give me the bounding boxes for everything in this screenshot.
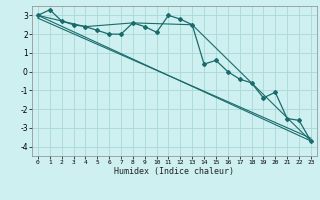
X-axis label: Humidex (Indice chaleur): Humidex (Indice chaleur) — [115, 167, 234, 176]
